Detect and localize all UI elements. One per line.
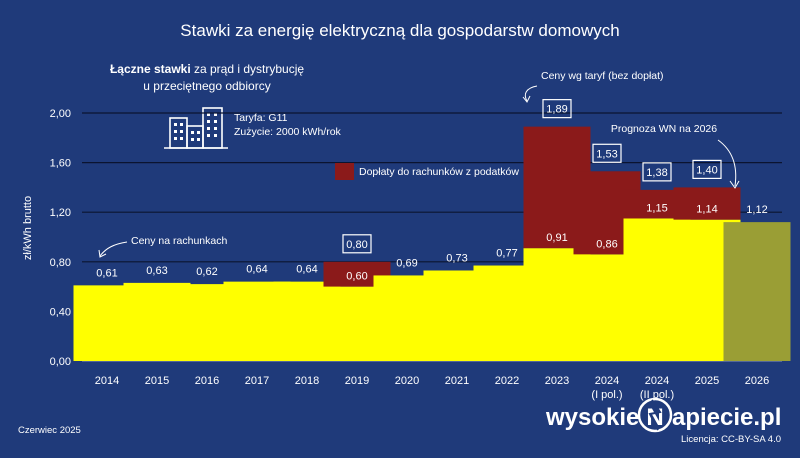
tariff-total-box <box>692 159 722 179</box>
bill-value-label: 0,69 <box>396 257 417 269</box>
chart-subtitle-rest: za prąd i dystrybucję <box>191 62 305 76</box>
tariff-total-label: 0,80 <box>346 239 367 251</box>
bill-value-label: 1,14 <box>696 204 717 216</box>
brand-text-right: apiecie.pl <box>672 404 781 431</box>
subsidy-legend: Dopłaty do rachunków z podatków <box>335 163 519 180</box>
x-tick-label: 2024 <box>645 375 669 387</box>
tariff-total-box <box>342 234 372 254</box>
tariff-note: Ceny wg taryf (bez dopłat) <box>541 70 664 82</box>
bill-value-label: 0,60 <box>346 271 367 283</box>
chart-subtitle-line2: u przeciętnego odbiorcy <box>143 79 270 93</box>
tariff-total-label: 1,89 <box>546 104 567 116</box>
bill-value-label: 0,77 <box>496 248 517 260</box>
forecast-value-label: 1,12 <box>746 204 767 216</box>
subsidy-legend-label: Dopłaty do rachunków z podatków <box>359 166 519 178</box>
bill-value-label: 0,91 <box>546 232 567 244</box>
x-tick-sublabel: (I pol.) <box>591 389 622 401</box>
tariff-total-box <box>542 99 572 119</box>
tariff-total-box <box>592 143 622 163</box>
y-tick-label: 0,40 <box>50 306 71 318</box>
subsidy-bar <box>673 187 741 220</box>
chart-title: Stawki za energię elektryczną dla gospod… <box>180 21 619 40</box>
bills-note: Ceny na rachunkach <box>131 235 227 247</box>
x-tick-label: 2020 <box>395 375 419 387</box>
data-labels: 0,61 0,63 0,62 0,64 0,64 0,60 0,69 0,73 0,77 0,91… <box>96 99 768 283</box>
y-tick-label: 2,00 <box>50 108 71 120</box>
x-tick-label: 2024 <box>595 375 619 387</box>
lightning-icon <box>648 399 662 431</box>
bill-value-label: 0,73 <box>446 252 467 264</box>
bill-value-label: 1,15 <box>646 202 667 214</box>
bill-value-label: 0,61 <box>96 267 117 279</box>
bill-value-label: 0,86 <box>596 238 617 250</box>
forecast-note-annotation: Prognoza WN na 2026 <box>611 123 740 189</box>
x-tick-label: 2018 <box>295 375 319 387</box>
x-tick-label: 2016 <box>195 375 219 387</box>
tariff-total-label: 1,53 <box>596 148 617 160</box>
bill-value-label: 0,62 <box>196 266 217 278</box>
y-tick-label: 1,20 <box>50 207 71 219</box>
forecast-bar <box>723 222 791 361</box>
building-icon <box>164 107 228 149</box>
usage-label: Zużycie: 2000 kWh/rok <box>234 126 342 138</box>
tariff-label: Taryfa: G11 <box>234 112 288 124</box>
x-axis-ticks: 2014 2015 2016 2017 2018 2019 2020 2021 2022 2023… <box>95 375 769 401</box>
y-axis-ticks: 0,00 0,40 0,80 1,20 1,60 2,00 <box>50 108 71 368</box>
y-tick-label: 1,60 <box>50 158 71 170</box>
license-text: Licencja: CC-BY-SA 4.0 <box>681 434 781 445</box>
x-tick-sublabel: (II pol.) <box>640 389 674 401</box>
y-tick-label: 0,80 <box>50 257 71 269</box>
tariff-total-label: 1,38 <box>646 167 667 179</box>
x-tick-label: 2021 <box>445 375 469 387</box>
tariff-total-box <box>642 162 672 182</box>
x-tick-label: 2023 <box>545 375 569 387</box>
x-tick-label: 2015 <box>145 375 169 387</box>
x-tick-label: 2014 <box>95 375 119 387</box>
bill-value-label: 0,64 <box>246 264 267 276</box>
y-tick-label: 0,00 <box>50 356 71 368</box>
subsidy-legend-swatch <box>335 163 354 180</box>
chart-subtitle-line1: Łączne stawki za prąd i dystrybucję <box>110 62 304 76</box>
brand-letter-n: N <box>646 404 663 431</box>
brand-logo: wysokie N apiecie.pl <box>545 397 781 433</box>
tariff-note-annotation: Ceny wg taryf (bez dopłat) <box>522 70 664 103</box>
x-tick-label: 2022 <box>495 375 519 387</box>
bill-value-label: 0,64 <box>296 264 317 276</box>
bills-note-annotation: Ceny na rachunkach <box>98 235 227 258</box>
chart-subtitle-bold: Łączne stawki <box>110 62 191 76</box>
y-axis-label: zł/kWh brutto <box>22 196 34 260</box>
x-tick-label: 2017 <box>245 375 269 387</box>
x-tick-label: 2025 <box>695 375 719 387</box>
tariff-total-label: 1,40 <box>696 164 717 176</box>
bars-group <box>73 126 791 361</box>
footer-date: Czerwiec 2025 <box>18 425 81 436</box>
brand-circle <box>637 397 673 433</box>
brand-text-left: wysokie <box>545 404 639 431</box>
forecast-note: Prognoza WN na 2026 <box>611 123 717 135</box>
bill-value-label: 0,63 <box>146 265 167 277</box>
x-tick-label: 2019 <box>345 375 369 387</box>
x-tick-label: 2026 <box>745 375 769 387</box>
